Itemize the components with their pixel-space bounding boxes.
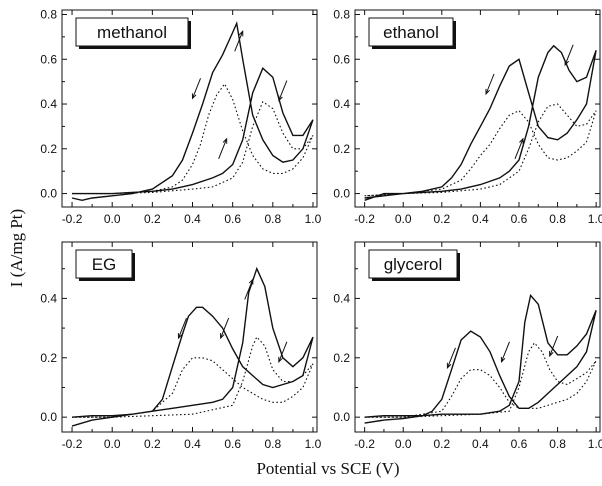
- x-tick-label: 0.4: [184, 212, 201, 226]
- x-tick-label: 1.0: [305, 437, 322, 451]
- y-tick-label: 0.4: [40, 97, 57, 111]
- x-tick-label: 0.0: [104, 212, 121, 226]
- x-tick-label: 0.2: [144, 437, 161, 451]
- scan-direction-arrow: [278, 341, 288, 363]
- arrow-head: [278, 95, 283, 102]
- scan-direction-arrow: [549, 335, 559, 357]
- y-tick-label: 0.0: [333, 410, 350, 424]
- y-tick-label: 0.4: [40, 291, 57, 305]
- x-tick-label: 0.2: [144, 212, 161, 226]
- scan-direction-arrow: [278, 80, 288, 101]
- dotted-cv-curve: [364, 341, 597, 418]
- scan-direction-arrow: [220, 317, 230, 339]
- y-tick-label: 0.2: [333, 351, 350, 365]
- scan-direction-arrow: [485, 73, 495, 95]
- x-tick-label: 0.4: [472, 437, 489, 451]
- y-tick-label: 0.0: [40, 410, 57, 424]
- solid-cv-curve: [71, 20, 314, 202]
- solid-cv-curve: [364, 44, 597, 201]
- x-tick-label: 0.6: [224, 437, 241, 451]
- solid-cv-curve: [71, 266, 314, 427]
- panel-label-box: [75, 249, 133, 279]
- panel-label: glycerol: [384, 255, 443, 274]
- arrow-head: [248, 278, 254, 285]
- scan-direction-arrow: [446, 347, 456, 368]
- arrow-head: [549, 350, 554, 358]
- y-tick-label: 0.4: [333, 291, 350, 305]
- x-tick-label: 0.6: [511, 437, 528, 451]
- arrow-head: [177, 333, 183, 340]
- panel-label: EG: [92, 255, 117, 274]
- panel-frame: [354, 9, 601, 208]
- x-tick-label: -0.2: [62, 437, 83, 451]
- panels: -0.2 0.0 0.2 0.4 0.6 0.8 1.0 0.0 0.2 0.4 0.6 0.8 met…: [40, 7, 602, 451]
- x-tick-label: 0.8: [549, 437, 566, 451]
- scan-direction-arrow: [564, 44, 574, 65]
- x-tick-label: 0.6: [511, 212, 528, 226]
- x-tick-label: 0.4: [472, 212, 489, 226]
- arrow-head: [191, 93, 197, 100]
- x-tick-label: 1.0: [588, 212, 602, 226]
- arrow-head: [564, 59, 570, 66]
- x-tick-label: -0.2: [354, 212, 375, 226]
- scan-direction-arrow: [234, 31, 244, 52]
- arrow-head: [500, 356, 506, 364]
- panel-label: ethanol: [383, 23, 439, 42]
- scan-direction-arrow: [218, 138, 228, 159]
- y-tick-label: 0.8: [40, 7, 57, 21]
- panel-label-box: [368, 249, 458, 279]
- panel-label: methanol: [97, 23, 167, 42]
- arrow-head: [446, 362, 452, 369]
- x-tick-label: 0.8: [264, 212, 281, 226]
- y-axis-title: I (A/mg Pt): [7, 209, 26, 287]
- panel-frame: [61, 241, 318, 433]
- x-tick-label: -0.2: [62, 212, 83, 226]
- x-tick-label: 1.0: [305, 212, 322, 226]
- arrow-head: [238, 30, 244, 37]
- y-tick-label: 0.8: [333, 7, 350, 21]
- scan-direction-arrow: [514, 138, 524, 159]
- x-tick-label: 1.0: [588, 437, 602, 451]
- x-tick-label: 0.2: [433, 437, 450, 451]
- panel-ethanol: -0.2 0.0 0.2 0.4 0.6 0.8 1.0 0.0 0.2 0.4 0.6 0.8 eth…: [333, 7, 602, 226]
- arrow-head: [278, 356, 283, 364]
- panel-label-box: [368, 17, 454, 47]
- x-tick-label: 0.4: [184, 437, 201, 451]
- scan-direction-arrow: [192, 78, 201, 99]
- y-tick-label: 0.2: [40, 142, 57, 156]
- y-tick-label: 0.6: [40, 52, 57, 66]
- x-tick-label: -0.2: [354, 437, 375, 451]
- arrow-head: [222, 137, 228, 144]
- panel-glycerol: -0.2 0.0 0.2 0.4 0.6 0.8 1.0 0.0 0.2 0.4 glycerol: [333, 241, 602, 451]
- x-tick-label: 0.0: [104, 437, 121, 451]
- y-tick-label: 0.0: [40, 187, 57, 201]
- arrow-head: [220, 333, 225, 340]
- scan-direction-arrow: [501, 341, 510, 363]
- scan-direction-arrow: [244, 279, 254, 300]
- y-tick-label: 0.2: [333, 142, 350, 156]
- y-tick-label: 0.0: [333, 187, 350, 201]
- x-tick-label: 0.8: [264, 437, 281, 451]
- scan-direction-arrow: [178, 317, 187, 339]
- panel-label-box: [75, 17, 189, 47]
- x-tick-label: 0.8: [549, 212, 566, 226]
- x-tick-label: 0.2: [433, 212, 450, 226]
- x-tick-label: 0.6: [224, 212, 241, 226]
- arrow-head: [485, 88, 490, 96]
- x-axis-title: Potential vs SCE (V): [256, 459, 399, 478]
- panel-frame: [354, 241, 601, 433]
- x-tick-label: 0.0: [395, 437, 412, 451]
- panel-EG: -0.2 0.0 0.2 0.4 0.6 0.8 1.0 0.0 0.2 0.4 EG: [40, 241, 322, 451]
- x-tick-label: 0.0: [395, 212, 412, 226]
- panel-methanol: -0.2 0.0 0.2 0.4 0.6 0.8 1.0 0.0 0.2 0.4 0.6 0.8 met…: [40, 7, 321, 226]
- y-tick-label: 0.2: [40, 351, 57, 365]
- y-tick-label: 0.6: [333, 52, 350, 66]
- panel-frame: [61, 9, 318, 208]
- solid-cv-curve: [364, 293, 597, 424]
- y-tick-label: 0.4: [333, 97, 350, 111]
- arrow-head: [519, 137, 524, 144]
